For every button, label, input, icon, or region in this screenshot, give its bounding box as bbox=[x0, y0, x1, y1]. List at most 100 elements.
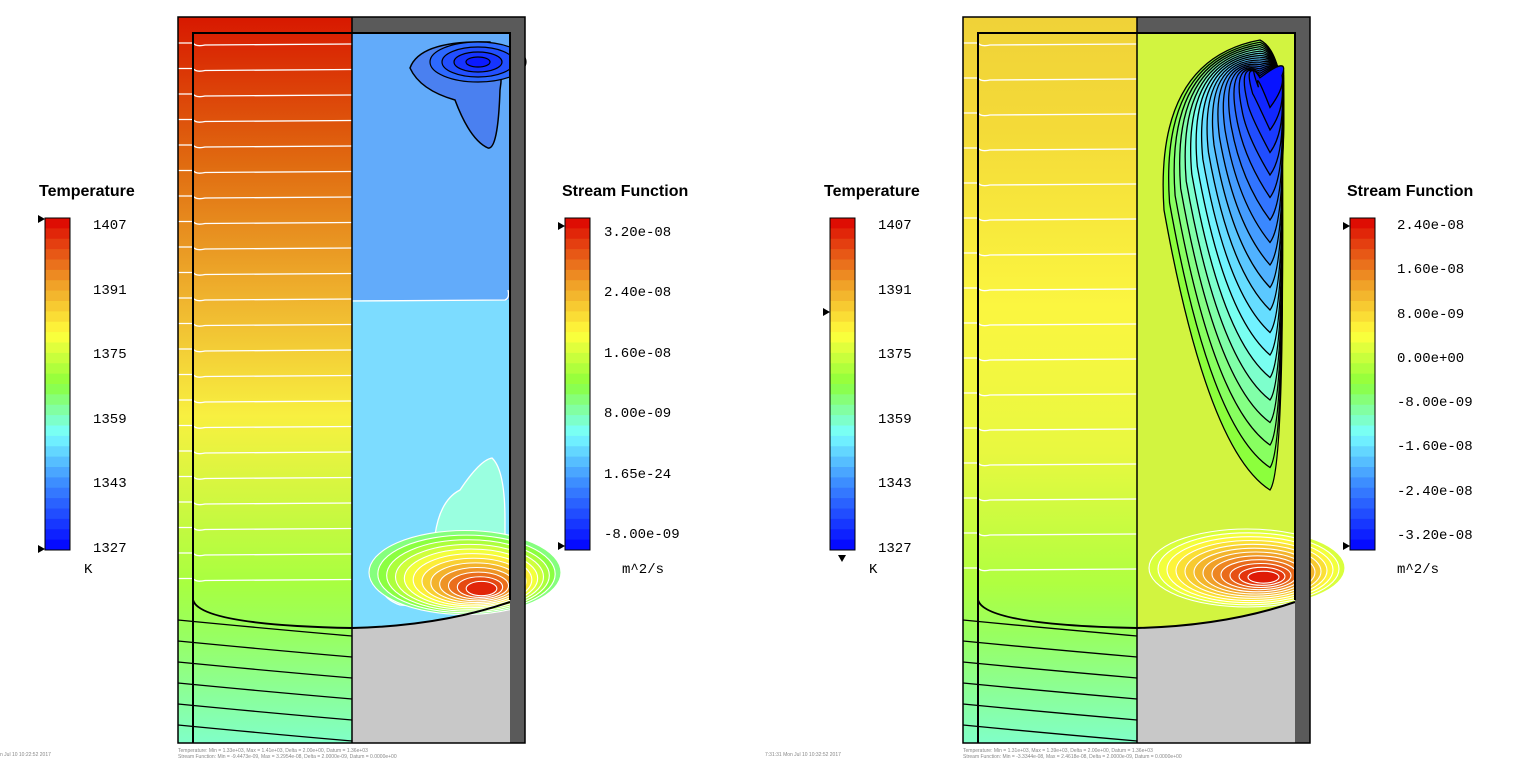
isotherm-line bbox=[177, 682, 353, 700]
temperature-tick-label: 1343 bbox=[878, 476, 912, 493]
temperature-colorbar-swatch bbox=[45, 539, 70, 551]
stream-colorbar-swatch bbox=[565, 425, 590, 437]
temperature-colorbar-swatch bbox=[830, 311, 855, 323]
isotherm-line bbox=[177, 619, 353, 637]
crystal-temperature-field bbox=[178, 17, 352, 743]
temperature-legend-title: Temperature bbox=[824, 183, 920, 200]
stream_function-tick-label: 2.40e-08 bbox=[604, 285, 672, 302]
isotherm-line bbox=[177, 703, 353, 721]
temperature-max-marker bbox=[38, 215, 45, 223]
temperature-colorbar-swatch bbox=[830, 332, 855, 343]
stream-colorbar-swatch bbox=[565, 529, 590, 541]
temperature-colorbar-swatch bbox=[830, 321, 855, 333]
stream-colorbar-swatch bbox=[565, 332, 590, 343]
stream-colorbar-swatch bbox=[1350, 373, 1375, 385]
stream-colorbar-swatch bbox=[565, 384, 590, 395]
stream-colorbar-swatch bbox=[565, 228, 590, 240]
temperature-colorbar-swatch bbox=[830, 259, 855, 271]
temperature-colorbar-swatch bbox=[830, 415, 855, 426]
temperature-colorbar-swatch bbox=[45, 425, 70, 437]
temperature-colorbar-frame bbox=[829, 217, 856, 551]
stream-colorbar-swatch bbox=[1350, 290, 1375, 302]
temperature-colorbar-swatch bbox=[45, 280, 70, 292]
temperature-colorbar-swatch bbox=[830, 238, 855, 250]
temperature-colorbar-swatch bbox=[45, 321, 70, 333]
stream-colorbar-swatch bbox=[565, 487, 590, 499]
temperature-colorbar-swatch bbox=[45, 363, 70, 375]
stream-colorbar-swatch bbox=[565, 467, 590, 478]
temperature-colorbar-swatch bbox=[830, 508, 855, 520]
stream-contour bbox=[351, 289, 510, 302]
stream-colorbar-swatch bbox=[1350, 269, 1375, 281]
stream_function-tick-label: -8.00e-09 bbox=[1397, 395, 1473, 412]
stream-colorbar-swatch bbox=[1350, 352, 1375, 364]
stream-colorbar-swatch bbox=[1350, 529, 1375, 541]
temperature-colorbar-frame bbox=[44, 217, 71, 551]
temperature-colorbar-swatch bbox=[830, 456, 855, 468]
temperature-colorbar-swatch bbox=[45, 477, 70, 489]
stream-colorbar-swatch bbox=[565, 404, 590, 416]
isotherm-line bbox=[177, 640, 353, 658]
temperature-colorbar-swatch bbox=[45, 446, 70, 458]
stream-colorbar-swatch bbox=[565, 280, 590, 292]
temperature-tick-label: 1391 bbox=[93, 282, 127, 299]
temperature-colorbar-swatch bbox=[830, 404, 855, 416]
stream-colorbar-swatch bbox=[565, 363, 590, 375]
temperature-current-marker bbox=[823, 308, 830, 316]
stream-colorbar-swatch bbox=[1350, 259, 1375, 271]
temperature-colorbar-swatch bbox=[45, 301, 70, 312]
temperature-colorbar-swatch bbox=[830, 280, 855, 292]
temperature-tick-label: 1375 bbox=[93, 347, 127, 364]
stream-colorbar-swatch bbox=[565, 301, 590, 312]
isotherm-line bbox=[962, 703, 1138, 721]
footer-temperature: Temperature: Min = 1.33e+03, Max = 1.41e… bbox=[178, 748, 368, 754]
temperature-tick-label: 1327 bbox=[878, 541, 912, 557]
stream-colorbar-swatch bbox=[565, 539, 590, 551]
temperature-tick-label: 1391 bbox=[878, 282, 912, 299]
temperature-colorbar-swatch bbox=[830, 249, 855, 260]
temperature-colorbar-swatch bbox=[830, 467, 855, 478]
stream-colorbar-swatch bbox=[565, 435, 590, 447]
stream-colorbar-swatch bbox=[565, 290, 590, 302]
solid-region bbox=[1137, 602, 1295, 743]
temperature-colorbar-swatch bbox=[830, 384, 855, 395]
temperature-colorbar-swatch bbox=[45, 249, 70, 260]
stream-colorbar-swatch bbox=[1350, 332, 1375, 343]
stream-colorbar-swatch bbox=[565, 269, 590, 281]
timestamp: 7:31:31 Mon Jul 10 10:32:52 2017 bbox=[765, 752, 841, 758]
stream_function-tick-label: -2.40e-08 bbox=[1397, 483, 1473, 500]
temperature-colorbar-swatch bbox=[45, 352, 70, 364]
stream-colorbar-swatch bbox=[1350, 508, 1375, 520]
temperature-colorbar-swatch bbox=[45, 342, 70, 354]
temperature-colorbar-swatch bbox=[830, 301, 855, 312]
top-wall bbox=[352, 17, 525, 33]
stream-colorbar-swatch bbox=[1350, 446, 1375, 458]
stream-unit: m^2/s bbox=[1397, 562, 1440, 578]
stream_function-tick-label: 0.00e+00 bbox=[1397, 350, 1465, 367]
stream-colorbar-swatch bbox=[1350, 342, 1375, 354]
stream-min-marker bbox=[558, 542, 565, 550]
stream_function-tick-label: -1.60e-08 bbox=[1397, 439, 1473, 456]
stream-colorbar-swatch bbox=[1350, 301, 1375, 312]
temperature-tick-label: 1327 bbox=[93, 541, 127, 557]
temperature-colorbar-swatch bbox=[45, 415, 70, 426]
stream_function-tick-label: 1.60e-08 bbox=[604, 345, 672, 362]
vortex-contour bbox=[1253, 65, 1285, 109]
temperature-colorbar-swatch bbox=[830, 363, 855, 375]
temperature-colorbar-swatch bbox=[830, 373, 855, 385]
temperature-colorbar-swatch bbox=[45, 529, 70, 541]
stream-colorbar-swatch bbox=[1350, 218, 1375, 229]
stream-unit: m^2/s bbox=[622, 562, 665, 578]
isotherm-line bbox=[962, 619, 1138, 637]
temperature-colorbar-swatch bbox=[45, 238, 70, 250]
stream_function-tick-label: 2.40e-08 bbox=[1397, 218, 1465, 234]
stream-colorbar-swatch bbox=[1350, 394, 1375, 406]
temperature-min-marker bbox=[38, 545, 45, 553]
stream-colorbar-swatch bbox=[565, 394, 590, 406]
stream_function-tick-label: 1.65e-24 bbox=[604, 466, 672, 483]
temperature-colorbar-swatch bbox=[45, 290, 70, 302]
stream-colorbar-swatch bbox=[565, 311, 590, 323]
stream_function-tick-label: -8.00e-09 bbox=[604, 527, 680, 543]
stream-colorbar-swatch bbox=[1350, 238, 1375, 250]
temperature-colorbar-swatch bbox=[45, 394, 70, 406]
